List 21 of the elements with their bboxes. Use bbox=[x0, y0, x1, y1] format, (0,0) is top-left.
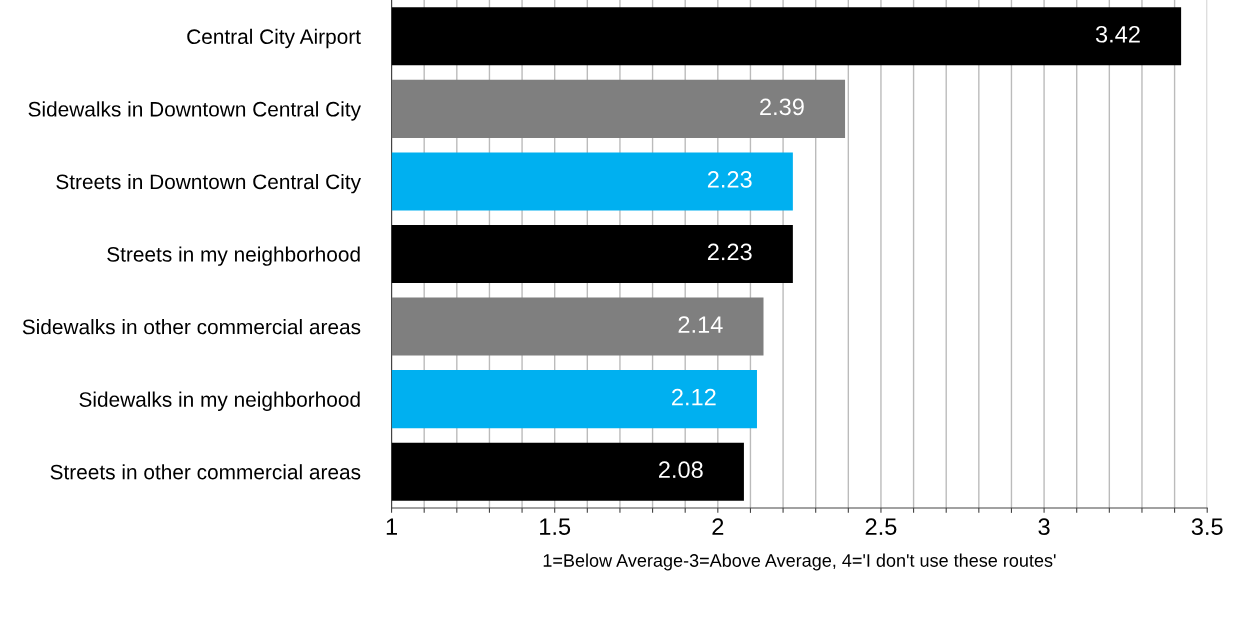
x-tick-label: 2 bbox=[712, 518, 724, 535]
y-tick-label: Streets in other commercial areas bbox=[50, 464, 361, 480]
y-tick-label: Sidewalks in other commercial areas bbox=[22, 319, 361, 335]
y-tick-label: Streets in my neighborhood bbox=[107, 246, 360, 266]
data-label: 2.23 bbox=[707, 171, 752, 188]
data-label: 3.42 bbox=[1095, 25, 1140, 43]
x-axis-title: 1=Below Average-3=Above Average, 4='I don't use these routes' bbox=[543, 553, 1056, 571]
data-label: 2.12 bbox=[672, 388, 716, 406]
y-tick-label: Sidewalks in my neighborhood bbox=[79, 391, 360, 412]
x-tick-label: 3.5 bbox=[1191, 518, 1223, 536]
data-label: 2.14 bbox=[678, 316, 723, 333]
data-label: 2.39 bbox=[760, 98, 804, 116]
x-tick-label: 2.5 bbox=[865, 518, 897, 536]
x-tick-label: 1.5 bbox=[540, 518, 571, 536]
x-tick-label: 1 bbox=[386, 518, 397, 535]
y-tick-label: Central City Airport bbox=[187, 28, 361, 49]
data-label: 2.23 bbox=[707, 243, 752, 261]
data-label: 2.08 bbox=[659, 461, 703, 479]
x-tick-label: 3 bbox=[1038, 518, 1050, 536]
y-tick-label: Streets in Downtown Central City bbox=[56, 173, 361, 194]
y-tick-label: Sidewalks in Downtown Central City bbox=[28, 101, 361, 121]
